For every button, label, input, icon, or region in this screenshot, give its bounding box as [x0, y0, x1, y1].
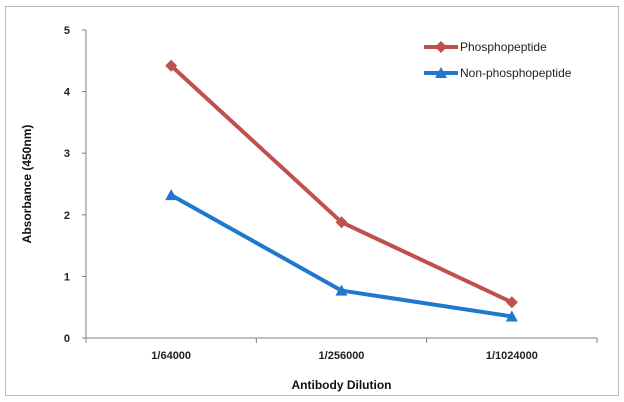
- chart-frame: [5, 6, 619, 396]
- legend-item: Phosphopeptide: [424, 40, 547, 54]
- data-point: [165, 189, 178, 201]
- x-tick-label: 1/256000: [319, 350, 365, 362]
- axes: [85, 30, 597, 339]
- y-axis-title: Absorbance (450nm): [20, 125, 34, 244]
- series-line: [169, 64, 513, 305]
- legend-marker: [435, 41, 447, 53]
- series-layer: [165, 59, 518, 322]
- x-tick-label: 1/64000: [151, 350, 191, 362]
- y-tick-label: 3: [64, 148, 70, 160]
- series-phosphopeptide: [165, 59, 518, 309]
- y-tick-label: 5: [64, 25, 70, 37]
- data-point: [165, 59, 178, 72]
- y-tick-label: 0: [64, 333, 70, 345]
- legend-label: Phosphopeptide: [460, 40, 547, 54]
- series-non-phosphopeptide: [165, 189, 518, 322]
- data-point: [335, 216, 348, 229]
- y-tick-label: 1: [64, 271, 70, 283]
- legend-marker: [435, 67, 447, 78]
- legend-label: Non-phosphopeptide: [460, 66, 572, 80]
- x-tick-label: 1/1024000: [486, 350, 538, 362]
- y-tick-label: 2: [64, 210, 70, 222]
- x-axis-title: Antibody Dilution: [292, 378, 392, 392]
- data-point: [335, 284, 348, 296]
- data-point: [505, 310, 518, 322]
- data-point: [505, 296, 518, 309]
- x-axis-ticks: 1/64000 1/256000 1/1024000: [85, 338, 598, 362]
- y-axis-ticks: 0 1 2 3 4 5: [64, 25, 86, 345]
- series-line: [170, 193, 513, 319]
- legend-item: Non-phosphopeptide: [424, 66, 572, 80]
- legend: Phosphopeptide Non-phosphopeptide: [424, 40, 572, 80]
- y-tick-label: 4: [64, 87, 71, 99]
